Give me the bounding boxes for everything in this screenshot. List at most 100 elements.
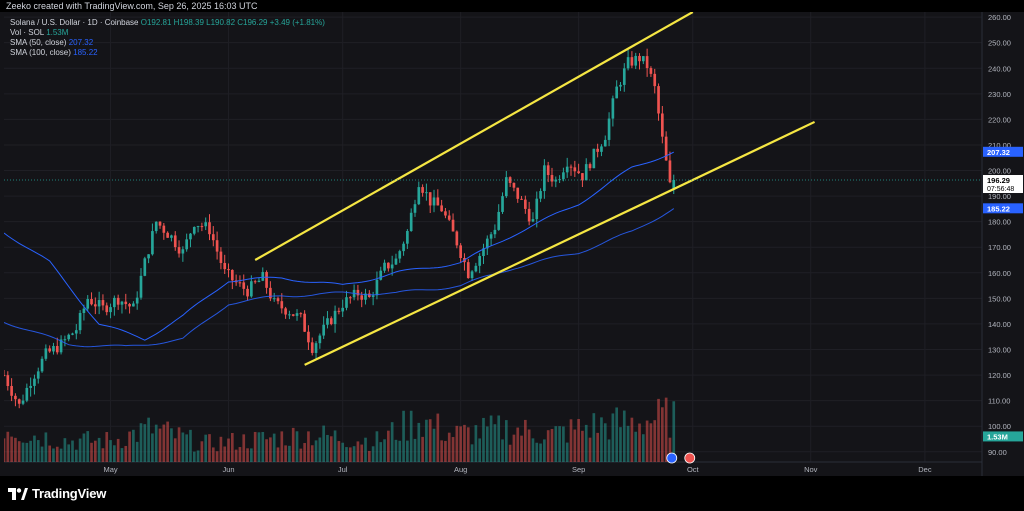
volume-bar: [242, 434, 246, 462]
volume-bar: [371, 446, 375, 462]
volume-bar: [329, 436, 333, 462]
volume-bar: [288, 445, 291, 462]
price-badge-label: 207.32: [987, 148, 1010, 157]
price-tick-label: 110.00: [988, 397, 1010, 406]
volume-bar: [649, 423, 653, 462]
candle-body: [196, 226, 200, 228]
time-tick-label: Jun: [222, 465, 234, 474]
lower-channel-trendline: [304, 120, 816, 366]
volume-bar: [211, 447, 215, 462]
volume-bar: [299, 448, 303, 462]
candle-body: [265, 272, 268, 288]
price-tick-label: 250.00: [988, 39, 1011, 48]
time-tick-label: Dec: [918, 465, 932, 474]
candle-body: [52, 346, 55, 352]
candle-body: [440, 205, 443, 212]
candle-body: [269, 287, 272, 299]
volume-bar: [284, 445, 287, 462]
legend-sma50-label: SMA (50, close): [10, 38, 67, 47]
volume-bar: [622, 410, 626, 462]
candle-body: [345, 297, 348, 308]
candle-body: [173, 235, 177, 248]
tradingview-logo[interactable]: TradingView: [8, 486, 106, 501]
candle-body: [215, 240, 219, 252]
candle-body: [417, 187, 421, 205]
candle-body: [356, 289, 360, 296]
volume-bar: [603, 423, 607, 462]
candle-body: [101, 300, 105, 306]
volume-bar: [10, 436, 13, 462]
volume-bar: [158, 428, 162, 462]
candle-body: [543, 165, 546, 192]
volume-bar: [333, 430, 337, 462]
candle-body: [546, 165, 550, 176]
candle-body: [230, 269, 234, 281]
event-marker-icon: [684, 452, 696, 464]
volume-bar: [21, 442, 25, 462]
price-badge: 207.32: [983, 146, 1023, 157]
price-badge-countdown: 07:56:48: [987, 186, 1014, 193]
candle-body: [227, 269, 230, 271]
candle-body: [120, 301, 124, 305]
volume-bar: [497, 415, 501, 462]
volume-bar: [447, 432, 451, 462]
volume-bar: [440, 440, 443, 462]
volume-bar: [105, 432, 109, 462]
candle-body: [288, 314, 291, 316]
candle-body: [630, 57, 634, 66]
legend-row-sma100: SMA (100, close) 185.22: [10, 48, 325, 58]
volume-bar: [234, 449, 238, 462]
candle-body: [672, 180, 676, 189]
candle-body: [6, 375, 10, 387]
volume-bar: [387, 430, 390, 462]
volume-bar: [398, 440, 402, 462]
volume-bar: [295, 431, 299, 462]
volume-bar: [147, 417, 150, 462]
legend-sma50-value: 207.32: [68, 38, 94, 47]
candle-body: [455, 231, 459, 246]
event-marker-icon: [666, 452, 678, 464]
candle-body: [501, 196, 504, 212]
volume-bar: [661, 407, 664, 462]
volume-bar: [554, 426, 558, 462]
candle-body: [611, 98, 615, 119]
volume-bar: [565, 442, 569, 462]
chart-area[interactable]: 90.00 100.00 110.00 120.00 130.00 140.00 150.0…: [4, 12, 1023, 476]
tradingview-brand: TradingView: [32, 486, 107, 501]
volume-bar: [577, 418, 580, 462]
volume-bar: [120, 448, 124, 462]
candle-body: [97, 300, 101, 307]
volume-bar: [25, 442, 29, 462]
candle-body: [383, 262, 386, 271]
volume-bar: [250, 448, 253, 462]
footer-bar: [0, 476, 1024, 511]
volume-bar: [402, 410, 405, 462]
candle-body: [284, 308, 287, 315]
volume-bar: [124, 445, 128, 462]
candle-body: [55, 346, 59, 353]
candle-body: [90, 298, 93, 305]
volume-bar: [230, 433, 234, 462]
candle-body: [253, 281, 257, 283]
volume-bar: [265, 439, 268, 462]
volume-bar: [173, 438, 177, 462]
candle-body: [337, 310, 341, 312]
candle-body: [524, 199, 527, 209]
volume-bar: [573, 429, 577, 462]
volume-bar: [409, 410, 413, 462]
volume-bar: [82, 433, 86, 462]
candle-body: [565, 166, 569, 173]
candle-body: [211, 234, 215, 241]
candle-body: [661, 113, 664, 137]
candle-body: [603, 139, 607, 147]
volume-bar: [520, 435, 523, 462]
candle-body: [413, 204, 417, 213]
chart-svg[interactable]: 90.00 100.00 110.00 120.00 130.00 140.00 150.0…: [4, 12, 1024, 476]
volume-bar: [634, 431, 638, 462]
volume-bars: [4, 397, 676, 462]
volume-bar: [672, 401, 676, 462]
time-tick-label: Sep: [572, 465, 585, 474]
sma100-line: [4, 208, 675, 348]
volume-bar: [151, 433, 154, 462]
